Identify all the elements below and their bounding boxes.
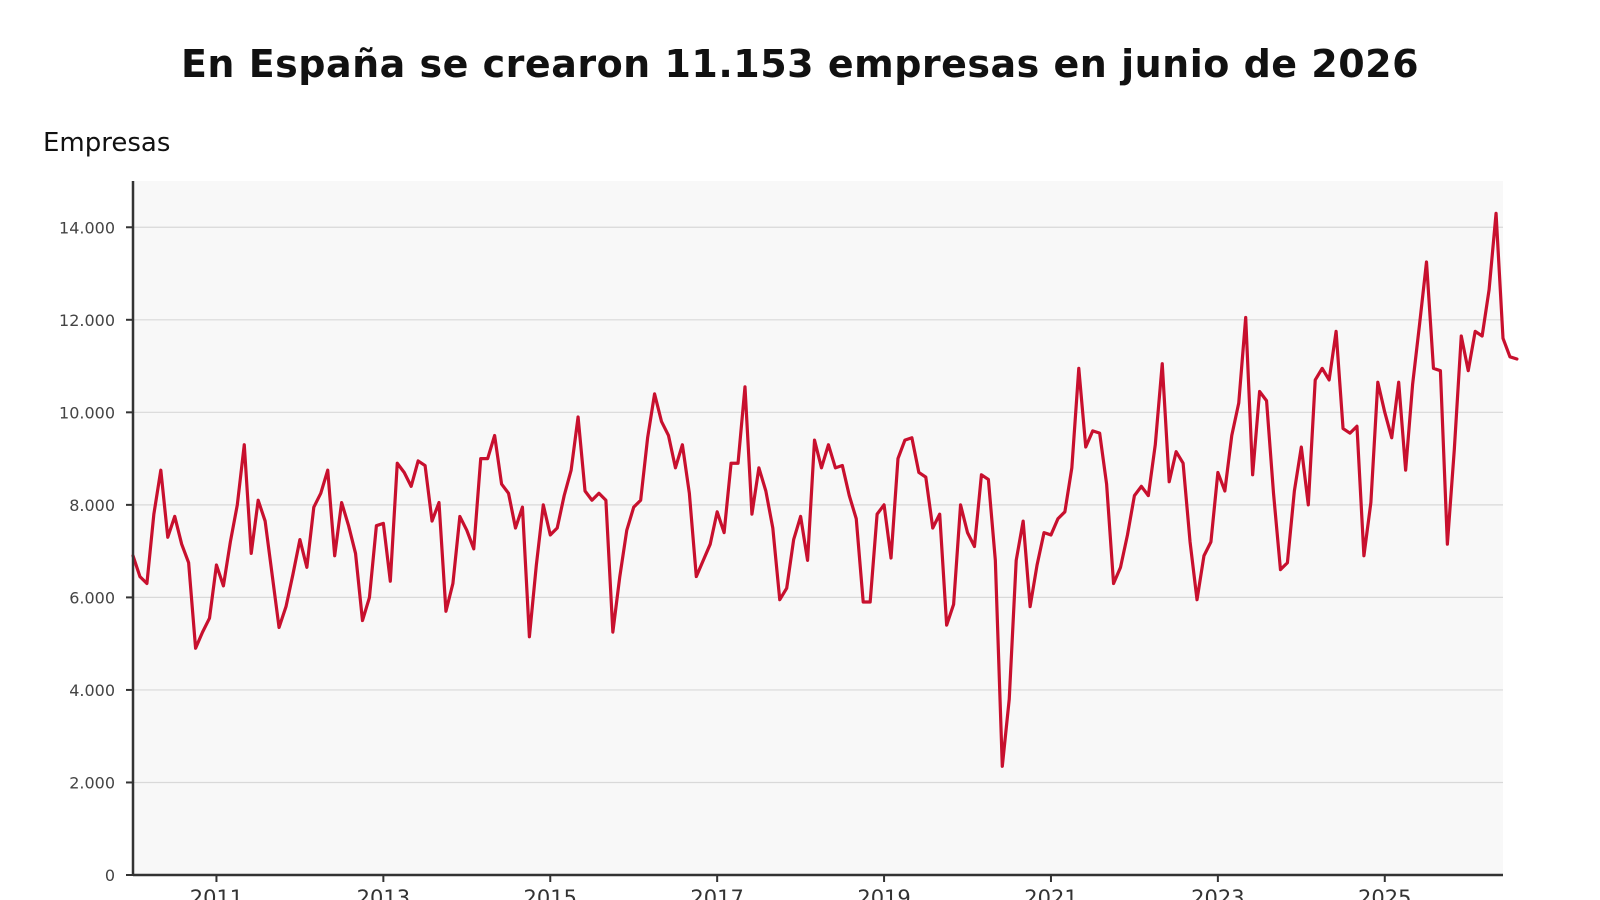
x-axis-ticks: 2011 2013 2015 2017 2019 2021 2023 2025	[190, 875, 1412, 900]
x-tick-label: 2015	[524, 886, 577, 900]
x-tick-label: 2017	[690, 886, 743, 900]
y-tick-label: 10.000	[59, 403, 115, 422]
series-group	[131, 211, 1519, 768]
y-axis-label: Empresas	[43, 128, 171, 158]
plot-area	[133, 181, 1503, 875]
x-tick-label: 2025	[1358, 886, 1411, 900]
x-tick-label: 2011	[190, 886, 243, 900]
x-tick-label: 2013	[357, 886, 410, 900]
series-line	[131, 211, 1519, 768]
y-axis-ticks: 0 2.000 4.000 6.000 8.000 10.000 12.000 14.000	[59, 218, 133, 885]
x-tick-label: 2021	[1024, 886, 1077, 900]
y-tick-label: 4.000	[69, 681, 115, 700]
x-tick-label: 2019	[857, 886, 910, 900]
chart-title: En España se crearon 11.153 empresas en …	[180, 42, 1420, 86]
x-tick-label: 2023	[1191, 886, 1244, 900]
y-tick-label: 8.000	[69, 496, 115, 515]
y-tick-label: 14.000	[59, 218, 115, 237]
y-tick-label: 0	[105, 866, 115, 885]
y-tick-label: 6.000	[69, 588, 115, 607]
y-tick-label: 2.000	[69, 773, 115, 792]
y-tick-label: 12.000	[59, 311, 115, 330]
